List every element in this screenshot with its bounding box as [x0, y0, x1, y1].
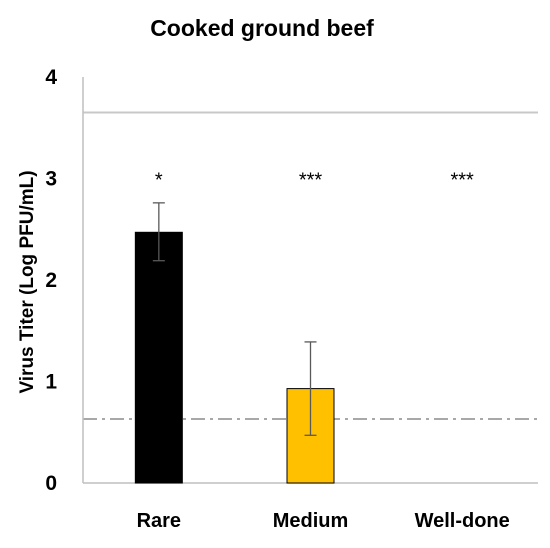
significance-label-medium: ***	[299, 170, 323, 192]
plot-area: 0 1 2 3 4 * Rare *** Medium *** Well-done	[45, 66, 538, 532]
y-axis-label: Virus Titer (Log PFU/mL)	[17, 170, 38, 393]
y-tick-label-4: 4	[45, 66, 57, 89]
significance-label-rare: *	[155, 170, 163, 192]
x-tick-label-rare: Rare	[137, 510, 181, 532]
y-tick-label-3: 3	[45, 168, 57, 191]
y-tick-label-0: 0	[45, 472, 57, 495]
bar-rare	[134, 231, 183, 484]
x-tick-label-medium: Medium	[273, 510, 349, 532]
x-tick-label-well-done: Well-done	[415, 510, 510, 532]
significance-label-well-done: ***	[450, 170, 474, 192]
y-tick-label-1: 1	[45, 371, 57, 394]
chart-title: Cooked ground beef	[150, 15, 374, 41]
y-tick-label-2: 2	[45, 269, 57, 292]
